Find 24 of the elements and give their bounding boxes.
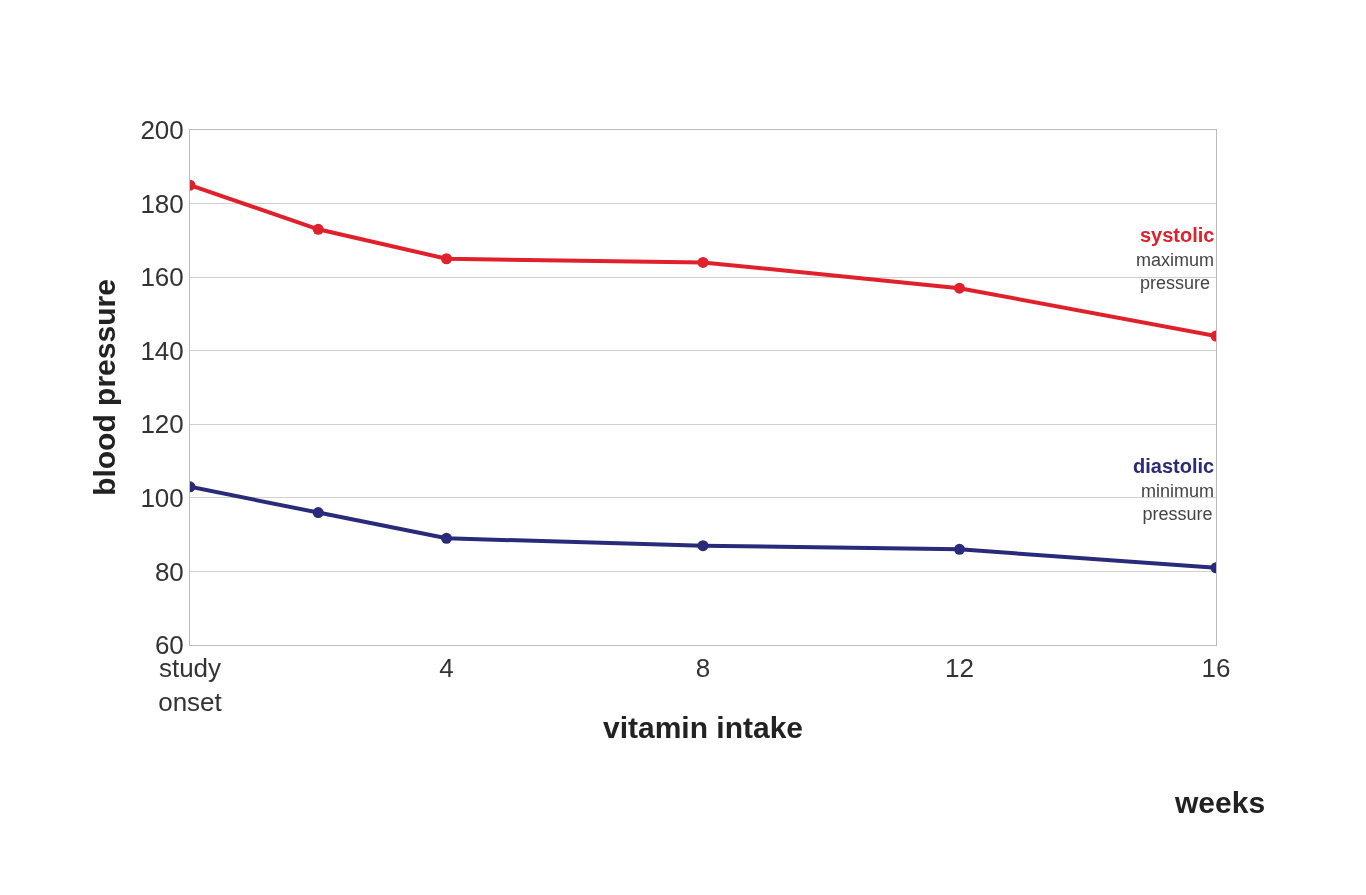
y-tick-label: 100	[140, 482, 184, 513]
y-tick-label: 120	[140, 409, 184, 440]
text: weeks	[1174, 786, 1266, 819]
text: diastolic	[1133, 455, 1215, 477]
x-tick-label: 16	[1201, 653, 1231, 684]
y-tick-label: 200	[140, 115, 184, 146]
x-tick-label: 12	[945, 653, 974, 684]
annotation: maximum pressure	[1136, 250, 1215, 294]
point	[697, 256, 709, 268]
y-tick-label: 80	[154, 556, 184, 587]
y-tick-label: 140	[140, 335, 184, 366]
annotation: minimum pressure	[1141, 481, 1215, 525]
point	[954, 543, 965, 555]
x-tick-label: 8	[695, 653, 711, 684]
y-axis-title: blood pressure	[88, 279, 122, 496]
y-tick-label: 180	[140, 188, 184, 219]
point	[441, 532, 452, 544]
point	[697, 540, 709, 552]
point	[441, 253, 452, 265]
x-axis-title: vitamin intake	[602, 710, 804, 744]
y-tick-label: 160	[140, 262, 184, 293]
x-tick-label: 4	[439, 653, 454, 684]
point	[954, 282, 965, 294]
text: systolic	[1140, 224, 1215, 246]
